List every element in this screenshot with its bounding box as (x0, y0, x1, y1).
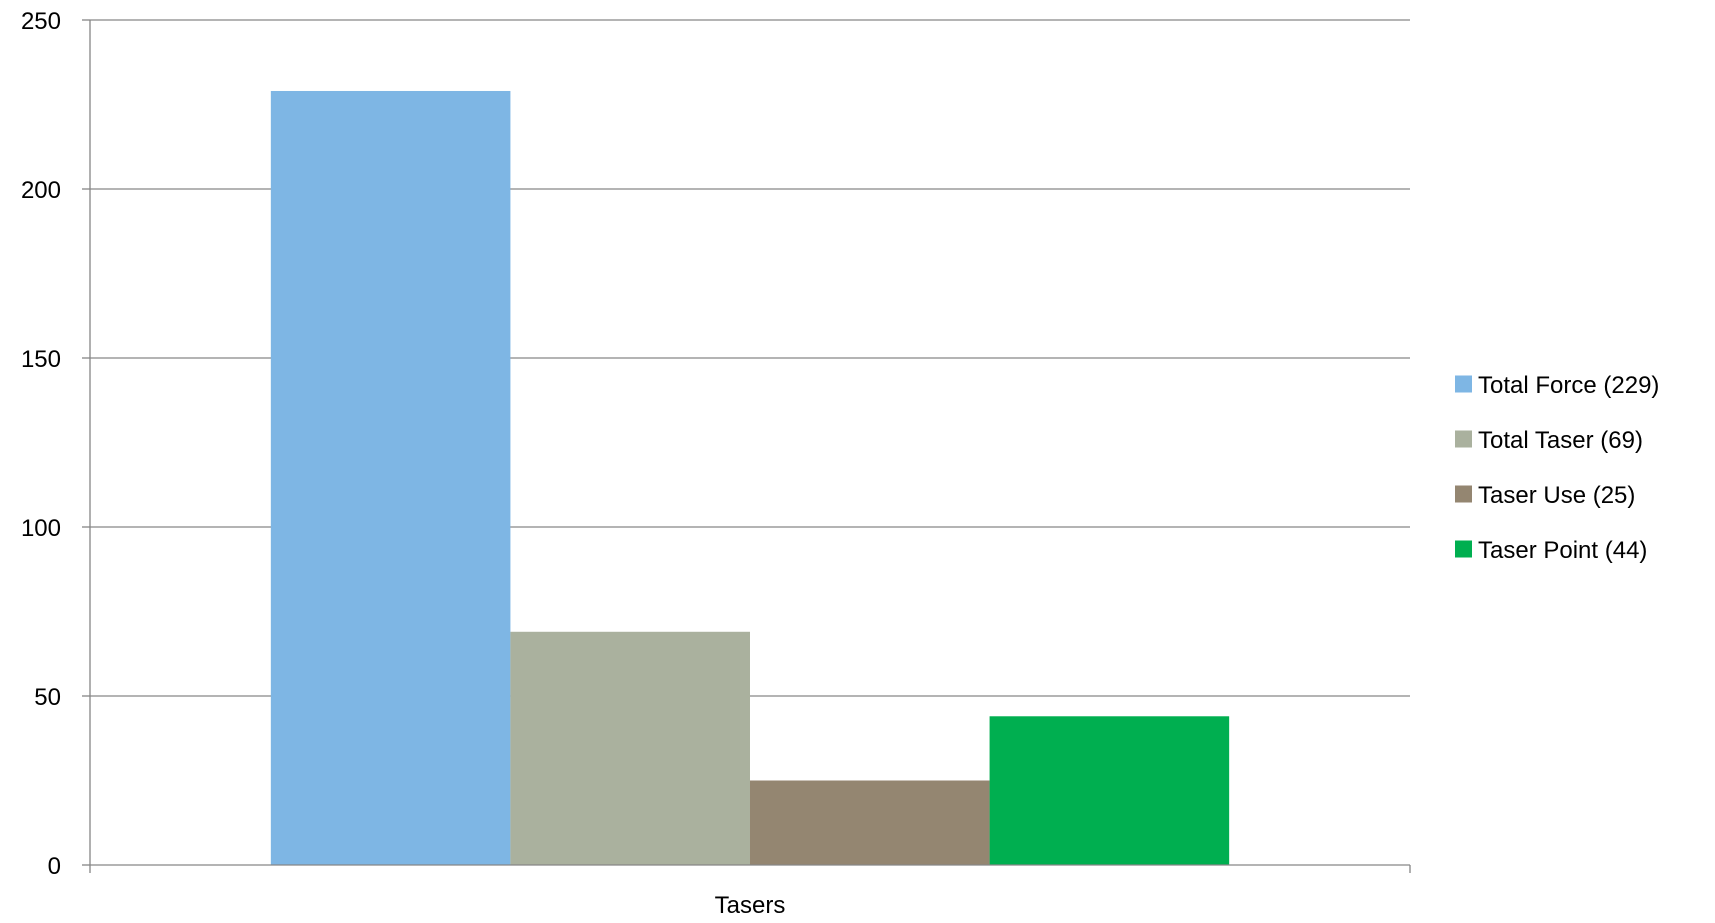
legend-label: Total Force (229) (1478, 372, 1659, 399)
legend-swatch (1455, 540, 1472, 558)
legend-label: Taser Point (44) (1478, 537, 1647, 564)
axes: 0 50 100 150 200 250 Tasers (21, 8, 1411, 919)
y-tick-label: 50 (34, 684, 61, 711)
legend: Total Force (229) Total Taser (69) Taser U… (1455, 372, 1659, 564)
legend-swatch (1455, 485, 1472, 503)
y-tick-label: 150 (21, 346, 61, 373)
legend-label: Taser Use (25) (1478, 482, 1635, 509)
y-tick-label: 0 (48, 853, 61, 880)
y-tick-label: 200 (21, 177, 61, 204)
legend-label: Total Taser (69) (1478, 427, 1643, 454)
bar-taser-point-44 (989, 716, 1230, 865)
legend-swatch (1455, 375, 1472, 393)
y-tick-label: 250 (21, 8, 61, 35)
y-tick-label: 100 (21, 515, 61, 542)
x-category-label: Tasers (715, 892, 786, 918)
bar-total-taser-69 (510, 631, 750, 865)
legend-swatch (1455, 430, 1472, 448)
bar-taser-use-25 (750, 780, 990, 865)
bar-total-force-229 (270, 90, 511, 866)
bars (270, 90, 1230, 866)
